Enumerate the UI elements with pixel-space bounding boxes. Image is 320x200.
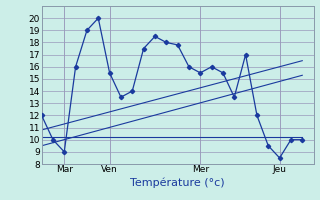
X-axis label: Température (°c): Température (°c) [130,177,225,188]
